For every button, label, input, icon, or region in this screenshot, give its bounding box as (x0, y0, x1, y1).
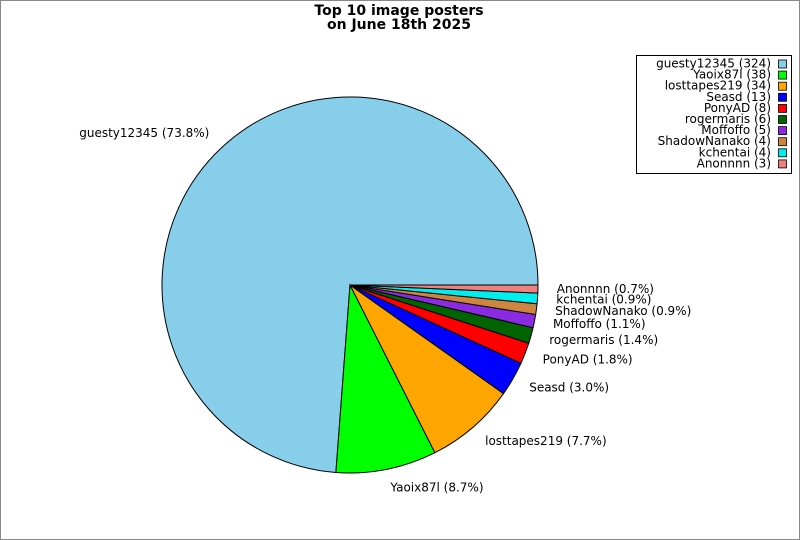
legend-swatch (778, 126, 787, 135)
legend-swatch (778, 70, 787, 80)
legend-label: rogermaris (6) (685, 112, 771, 126)
legend-swatch (778, 92, 787, 102)
legend-label: losttapes219 (34) (665, 79, 771, 93)
legend-label: PonyAD (8) (704, 101, 771, 115)
legend-label: Anonnnn (3) (697, 156, 771, 170)
legend-label: Moffoffo (5) (701, 123, 771, 137)
legend-label: guesty12345 (324) (656, 57, 771, 71)
pie-slice (349, 284, 505, 454)
slice-label: rogermaris (1.4%) (549, 333, 658, 347)
legend-swatch (778, 81, 787, 91)
slice-label: Seasd (3.0%) (529, 381, 609, 395)
legend-swatch (778, 104, 787, 113)
slice-label: losttapes219 (7.7%) (485, 434, 607, 448)
legend-label: Yaoix87l (38) (692, 68, 771, 82)
chart-title: on June 18th 2025 (327, 17, 471, 33)
pie-slice (349, 284, 539, 294)
legend-swatch (778, 159, 787, 169)
legend-box (636, 55, 792, 174)
slice-label: PonyAD (1.8%) (543, 353, 633, 367)
slice-label: Yaoix87l (8.7%) (389, 480, 483, 494)
legend-swatch (778, 137, 787, 147)
slice-label: Moffoffo (1.1%) (553, 317, 646, 331)
legend-swatch (778, 115, 787, 124)
legend-swatch (778, 148, 787, 158)
pie-slice (335, 283, 436, 474)
legend-swatch (778, 59, 787, 69)
chart-title: Top 10 image posters (314, 3, 483, 19)
legend-label: kchentai (4) (699, 145, 771, 159)
legend-label: Seasd (13) (706, 90, 771, 104)
legend-label: ShadowNanako (4) (658, 134, 771, 148)
slice-label: kchentai (0.9%) (556, 292, 651, 306)
slice-label: Anonnnn (0.7%) (557, 282, 654, 296)
slice-label: guesty12345 (73.8%) (79, 126, 209, 140)
slice-label: ShadowNanako (0.9%) (555, 304, 691, 318)
